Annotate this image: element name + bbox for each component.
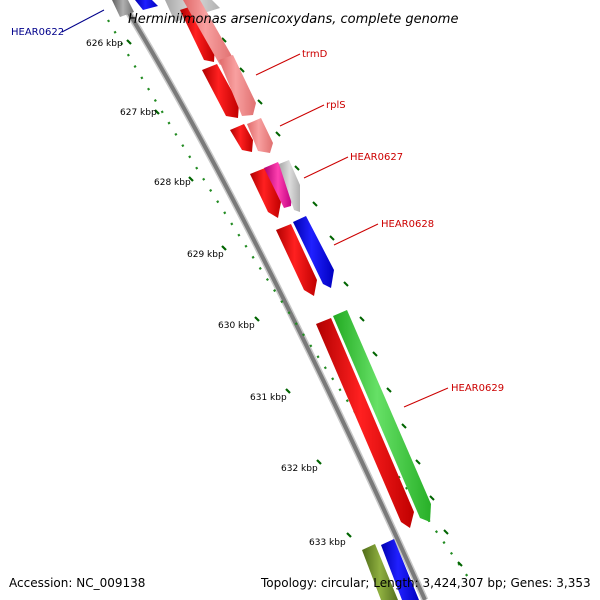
tick-mark	[316, 459, 322, 465]
ruler-line	[107, 19, 471, 581]
tick-labels: 626 kbp 627 kbp 628 kbp 629 kbp 630 kbp …	[86, 39, 346, 548]
cds-arrow-2	[202, 64, 239, 118]
track-tick	[401, 423, 407, 429]
track-tick	[457, 561, 463, 567]
track-tick	[239, 67, 245, 73]
gene-label-hear0628: HEAR0628	[381, 219, 434, 230]
major-ticks	[126, 39, 352, 538]
cds-arrow-5	[276, 224, 317, 296]
cds-arrow-6	[316, 318, 414, 528]
tick-label: 633 kbp	[309, 538, 346, 548]
gene-label-trmd: trmD	[302, 49, 328, 60]
tick-label: 629 kbp	[187, 250, 224, 260]
track-tick	[415, 459, 421, 465]
track-tick	[359, 316, 365, 322]
accession-text: Accession: NC_009138	[9, 576, 145, 590]
feature-blue-top	[135, 0, 158, 10]
feature-green	[333, 310, 431, 522]
genome-stats-text: Topology: circular; Length: 3,424,307 bp…	[260, 576, 591, 590]
feature-track-ticks	[221, 37, 463, 567]
gene-label-hear0629: HEAR0629	[451, 383, 504, 394]
tick-mark	[221, 245, 227, 251]
cds-light-1	[183, 0, 233, 65]
cds-arrow-1	[180, 5, 215, 62]
leader-line-hear0627	[303, 156, 349, 179]
backbone	[119, 0, 427, 600]
track-tick	[343, 281, 349, 287]
track-tick	[429, 495, 435, 501]
gene-label-hear0622: HEAR0622	[11, 27, 64, 38]
leader-line-hear0622	[61, 9, 105, 33]
track-tick	[386, 387, 392, 393]
track-tick	[443, 529, 449, 535]
backbone-shadow	[118, 0, 429, 600]
track-tick	[294, 165, 300, 171]
track-tick	[329, 235, 335, 241]
track-tick	[221, 37, 227, 43]
track-tick	[257, 99, 263, 105]
leader-line-trmd	[255, 53, 301, 76]
tick-mark	[346, 532, 352, 538]
track-tick	[372, 351, 378, 357]
tick-label: 630 kbp	[218, 321, 255, 331]
track-tick	[275, 131, 281, 137]
feature-blue-bottom	[381, 539, 419, 600]
tick-label: 631 kbp	[250, 393, 287, 403]
tick-mark	[188, 176, 194, 182]
leader-line-hear0628	[333, 223, 379, 246]
tick-label: 627 kbp	[120, 108, 157, 118]
tick-label: 632 kbp	[281, 464, 318, 474]
leader-line-hear0629	[403, 387, 449, 408]
cds-light-2	[219, 55, 256, 116]
cds-arrow-3	[230, 124, 253, 152]
feature-lightgray	[279, 160, 300, 212]
track-tick	[312, 201, 318, 207]
gene-label-rpls: rplS	[326, 100, 346, 111]
tick-label: 628 kbp	[154, 178, 191, 188]
leader-line-rpls	[279, 104, 325, 127]
tick-mark	[126, 39, 132, 45]
tick-mark	[254, 316, 260, 322]
cds-light-3	[247, 118, 273, 153]
feature-olive-bottom	[362, 544, 398, 600]
feature-magenta	[264, 162, 292, 208]
tick-mark	[285, 388, 291, 394]
gene-label-hear0627: HEAR0627	[350, 152, 403, 163]
tick-mark	[154, 109, 160, 115]
cds-arrow-4	[250, 168, 281, 218]
feature-gray-top	[112, 0, 134, 17]
tick-label: 626 kbp	[86, 39, 123, 49]
feature-blue	[293, 216, 334, 288]
map-title: Herminiimonas arsenicoxydans, complete g…	[128, 12, 458, 27]
